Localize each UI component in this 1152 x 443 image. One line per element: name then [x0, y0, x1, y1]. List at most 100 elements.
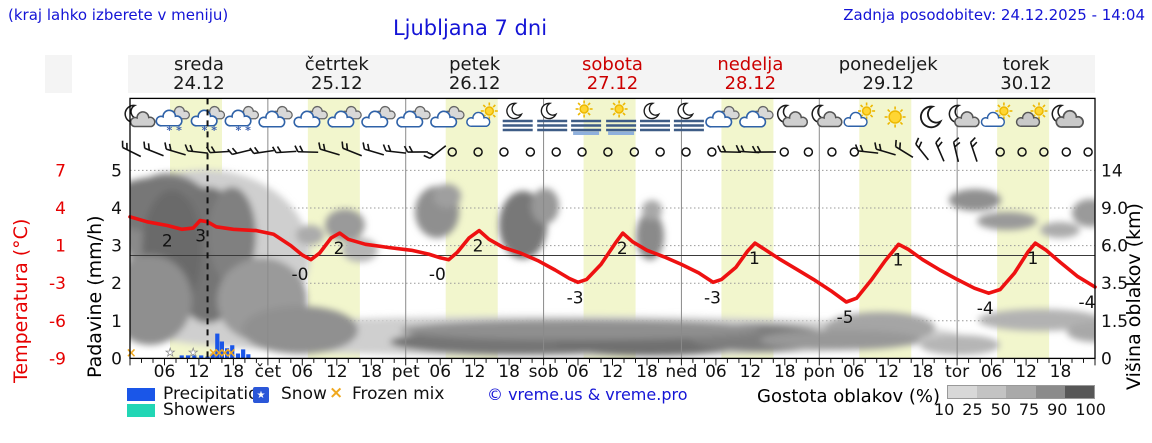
- wind-barb-icon: [294, 145, 319, 154]
- calm-wind-icon: [849, 147, 860, 157]
- svg-text:4: 4: [55, 199, 66, 219]
- svg-text:-6: -6: [49, 312, 66, 332]
- cloud-blob: [1067, 322, 1095, 342]
- calm-wind-icon: [551, 147, 561, 157]
- svg-text:1: 1: [111, 312, 122, 332]
- precip-bar: [230, 345, 235, 359]
- cloud-height-ticks: 14 9.0 6.0 3.5 1.5 0: [1101, 161, 1128, 369]
- day-headers: sreda 24.12 četrtek 25.12 petek 26.12 sobota 27…: [130, 55, 1095, 93]
- svg-text:3: 3: [111, 237, 122, 257]
- page-title: Ljubljana 7 dni: [392, 16, 548, 40]
- day-date: 30.12: [1000, 73, 1052, 94]
- day-name: sreda: [173, 54, 224, 75]
- day-date: 24.12: [173, 73, 225, 94]
- scale-segment: [948, 386, 978, 398]
- svg-text:-4: -4: [1078, 293, 1095, 313]
- svg-text:12: 12: [877, 362, 899, 382]
- sun-cloud-icon: [466, 102, 498, 127]
- svg-text:06: 06: [291, 362, 313, 382]
- svg-text:1: 1: [55, 237, 66, 257]
- svg-text:×: ×: [219, 346, 230, 361]
- wind-barb-icon: [227, 147, 253, 156]
- svg-text:4: 4: [111, 199, 122, 219]
- svg-text:pet: pet: [392, 362, 420, 382]
- svg-text:18: 18: [360, 362, 382, 382]
- wind-barb-icon: [362, 142, 385, 156]
- day-name: torek: [1002, 54, 1050, 75]
- day-header: petek 26.12: [406, 55, 544, 93]
- svg-text:2: 2: [617, 239, 628, 259]
- day-name: sobota: [582, 54, 643, 75]
- wind-barb-icon: [952, 137, 961, 163]
- sun-graycloud-icon: [1015, 102, 1048, 127]
- cloud-blob: [296, 225, 324, 245]
- day-header: ponedeljek 29.12: [819, 55, 957, 93]
- svg-text:×: ×: [226, 346, 237, 361]
- svg-text:-3: -3: [704, 288, 721, 308]
- frozen-mix-markers: × ××××: [126, 346, 237, 361]
- snow-cloud-icon: * *: [190, 105, 226, 137]
- calm-wind-icon: [1083, 147, 1093, 157]
- svg-text:12: 12: [464, 362, 486, 382]
- cloud-density-scale-numbers: 10 25 50 75 90 100: [934, 400, 1106, 419]
- cloud-blob: [977, 212, 1037, 230]
- svg-text:-0: -0: [292, 265, 309, 285]
- svg-text:1: 1: [893, 250, 904, 270]
- svg-text:sob: sob: [529, 362, 559, 382]
- svg-text:×: ×: [126, 346, 137, 361]
- wind-barb-icon: [271, 146, 297, 154]
- precip-bar: [215, 333, 220, 359]
- moon-icon: [920, 105, 943, 129]
- cloud-blob: [400, 320, 760, 340]
- svg-text:18: 18: [223, 362, 245, 382]
- calm-wind-icon: [447, 147, 457, 157]
- cloud-blob: [1072, 199, 1095, 227]
- svg-text:* *: * *: [167, 124, 183, 137]
- day-header: nedelja 28.12: [681, 55, 819, 93]
- calm-wind-icon: [707, 147, 717, 157]
- calm-wind-icon: [1039, 147, 1049, 157]
- svg-text:-3: -3: [49, 274, 66, 294]
- scale-50: 50: [990, 400, 1011, 419]
- svg-text:12: 12: [1015, 362, 1037, 382]
- svg-text:tor: tor: [945, 362, 969, 382]
- cloud-icon: [293, 105, 328, 128]
- day-separators: [267, 98, 958, 359]
- scale-segment: [1064, 386, 1095, 398]
- temperature-line: [128, 215, 1097, 304]
- calm-wind-icon: [1017, 147, 1027, 157]
- snow-star-glyph: ★: [256, 389, 266, 401]
- scale-segment: [1035, 386, 1065, 398]
- cloud-blob: [531, 188, 559, 224]
- wind-barb-icon: [935, 136, 945, 162]
- svg-text:čet: čet: [255, 362, 282, 382]
- precip-bar: [210, 353, 215, 359]
- svg-text:06: 06: [154, 362, 176, 382]
- wind-barb-icon: [894, 139, 914, 158]
- cloud-blob: [208, 187, 256, 283]
- wind-barb-icon: [854, 144, 879, 154]
- calm-wind-icon: [603, 147, 613, 157]
- sun-icon: [884, 106, 906, 128]
- svg-text:7: 7: [55, 161, 66, 181]
- svg-text:0: 0: [111, 349, 122, 369]
- location-hint: (kraj lahko izberete v meniju): [8, 6, 229, 24]
- precipitation-bars: [179, 333, 251, 359]
- cloud-blob: [920, 335, 1000, 355]
- showers-swatch: [127, 404, 155, 417]
- svg-text:18: 18: [774, 362, 796, 382]
- wind-barb-icon: [915, 137, 930, 161]
- calm-wind-icon: [577, 147, 587, 157]
- precip-bar: [219, 341, 225, 359]
- temperature-value-labels: 2 3 -0 2 -0 2 -3 2 -3 1 -5 1 -4 1 -4: [162, 227, 1096, 328]
- legend-snow-label: Snow: [281, 384, 327, 404]
- credit-link[interactable]: © vreme.us & vreme.pro: [487, 385, 688, 404]
- moon-cloud-icon: [811, 104, 843, 128]
- day-date: 27.12: [586, 73, 639, 94]
- sun-fog-icon: [606, 100, 637, 135]
- x-axis-labels: 06 12 18 čet 06 12 18 pet 06 12 18 sob 06 12 18 ned 06 12…: [154, 362, 1072, 382]
- moon-cloud-icon: [124, 104, 156, 128]
- svg-text:2: 2: [111, 274, 122, 294]
